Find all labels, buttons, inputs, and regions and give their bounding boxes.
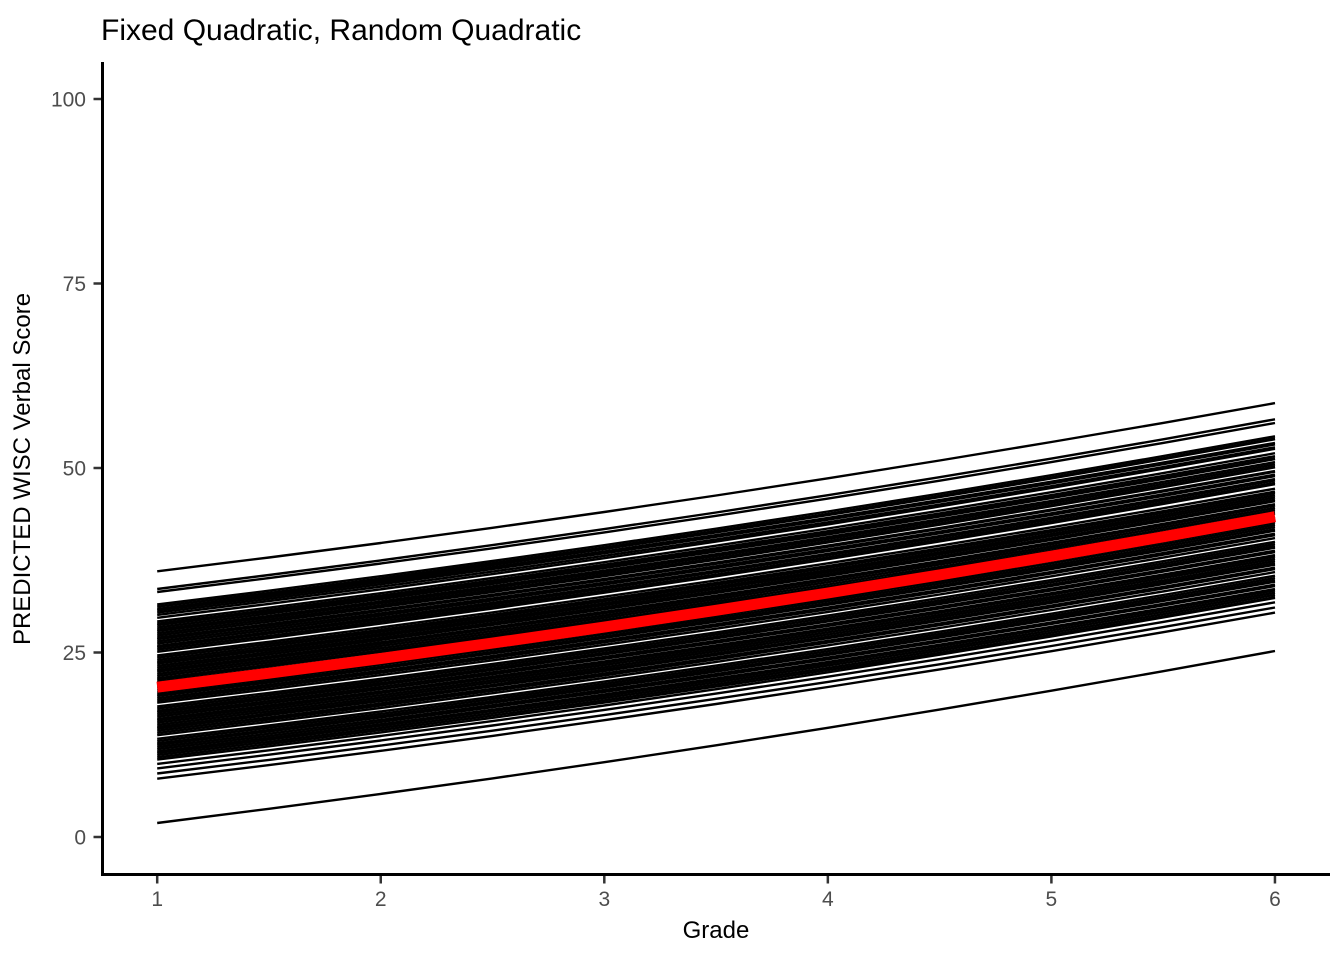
individual-trajectory-line	[157, 563, 1276, 730]
individual-trajectory-line	[157, 587, 1276, 753]
individual-trajectory-line	[157, 441, 1276, 612]
individual-trajectory-line	[157, 487, 1276, 657]
individual-trajectory-line	[157, 591, 1276, 757]
individual-trajectory-line	[157, 567, 1276, 735]
individual-trajectory-line	[157, 570, 1276, 737]
individual-trajectory-line	[157, 466, 1276, 637]
individual-trajectory-line	[157, 559, 1276, 726]
individual-trajectory-line	[157, 580, 1276, 746]
individual-trajectory-line	[157, 595, 1276, 761]
individual-trajectory-line	[157, 562, 1276, 729]
individual-trajectory-line	[157, 418, 1276, 591]
x-tick-label: 4	[822, 888, 834, 911]
individual-trajectory-line	[157, 589, 1276, 755]
individual-trajectory-line	[157, 498, 1276, 667]
individual-trajectory-line	[157, 549, 1276, 716]
individual-trajectory-line	[157, 494, 1276, 664]
trajectory-lines-group	[156, 401, 1276, 825]
individual-trajectory-line	[157, 463, 1276, 633]
individual-trajectory-line	[157, 470, 1276, 641]
x-tick-label: 2	[375, 888, 387, 911]
individual-trajectory-line	[157, 435, 1276, 606]
individual-trajectory-line	[157, 555, 1276, 722]
x-tick-label: 5	[1046, 888, 1058, 911]
y-tick-label: 100	[51, 89, 86, 112]
individual-trajectory-line	[157, 649, 1276, 825]
individual-trajectory-line	[157, 490, 1276, 659]
individual-trajectory-line	[157, 506, 1276, 676]
axes-group: 0 25 50 75 100 1 2 3 4 5 6	[51, 62, 1330, 911]
individual-trajectory-line	[157, 401, 1276, 573]
individual-trajectory-line	[157, 474, 1276, 645]
individual-trajectory-line	[157, 557, 1276, 724]
individual-trajectory-line	[157, 491, 1276, 662]
individual-trajectory-line	[157, 421, 1276, 594]
individual-trajectory-line	[157, 455, 1276, 625]
individual-trajectory-line	[157, 606, 1276, 775]
individual-trajectory-line	[157, 483, 1276, 653]
individual-trajectory-line	[157, 536, 1276, 704]
individual-trajectory-line	[157, 596, 1276, 766]
chart-title: Fixed Quadratic, Random Quadratic	[101, 14, 581, 47]
individual-trajectory-line	[157, 477, 1276, 648]
y-tick-label: 25	[63, 642, 86, 665]
y-tick-label: 50	[63, 458, 86, 481]
y-axis-label: PREDICTED WISC Verbal Score	[9, 293, 36, 645]
individual-trajectory-line	[157, 550, 1276, 718]
individual-trajectory-line	[157, 528, 1276, 696]
x-axis-label: Grade	[683, 917, 750, 944]
individual-trajectory-line	[157, 540, 1276, 708]
individual-trajectory-line	[157, 457, 1276, 629]
individual-trajectory-line	[157, 584, 1276, 751]
individual-trajectory-line	[157, 566, 1276, 732]
x-tick-label: 1	[151, 888, 163, 911]
x-tick-label: 6	[1269, 888, 1281, 911]
individual-trajectory-line	[157, 504, 1276, 673]
individual-trajectory-line	[157, 542, 1276, 710]
individual-trajectory-line	[157, 443, 1276, 614]
individual-trajectory-line	[157, 503, 1276, 672]
individual-trajectory-line	[157, 579, 1276, 745]
individual-trajectory-line	[157, 574, 1276, 740]
individual-trajectory-line	[157, 545, 1276, 712]
individual-trajectory-line	[157, 446, 1276, 617]
individual-trajectory-line	[157, 553, 1276, 721]
x-tick-label: 3	[598, 888, 610, 911]
individual-trajectory-line	[157, 473, 1276, 643]
individual-trajectory-line	[157, 546, 1276, 714]
mean-trajectory-line	[156, 511, 1276, 693]
individual-trajectory-line	[157, 601, 1276, 770]
individual-trajectory-line	[157, 447, 1276, 619]
individual-trajectory-line	[157, 496, 1276, 665]
individual-trajectory-line	[157, 479, 1276, 649]
individual-trajectory-line	[157, 576, 1276, 743]
individual-trajectory-line	[157, 508, 1276, 678]
individual-trajectory-line	[157, 532, 1276, 700]
individual-trajectory-line	[157, 583, 1276, 749]
individual-trajectory-line	[157, 534, 1276, 702]
individual-trajectory-line	[157, 438, 1276, 611]
individual-trajectory-line	[157, 452, 1276, 623]
individual-trajectory-line	[157, 593, 1276, 759]
y-tick-label: 0	[74, 827, 86, 850]
individual-trajectory-line	[157, 500, 1276, 670]
individual-trajectory-line	[157, 460, 1276, 631]
individual-trajectory-line	[157, 529, 1276, 698]
individual-trajectory-line	[157, 611, 1276, 780]
individual-trajectory-line	[157, 525, 1276, 694]
y-tick-label: 75	[63, 273, 86, 296]
individual-trajectory-line	[157, 481, 1276, 651]
